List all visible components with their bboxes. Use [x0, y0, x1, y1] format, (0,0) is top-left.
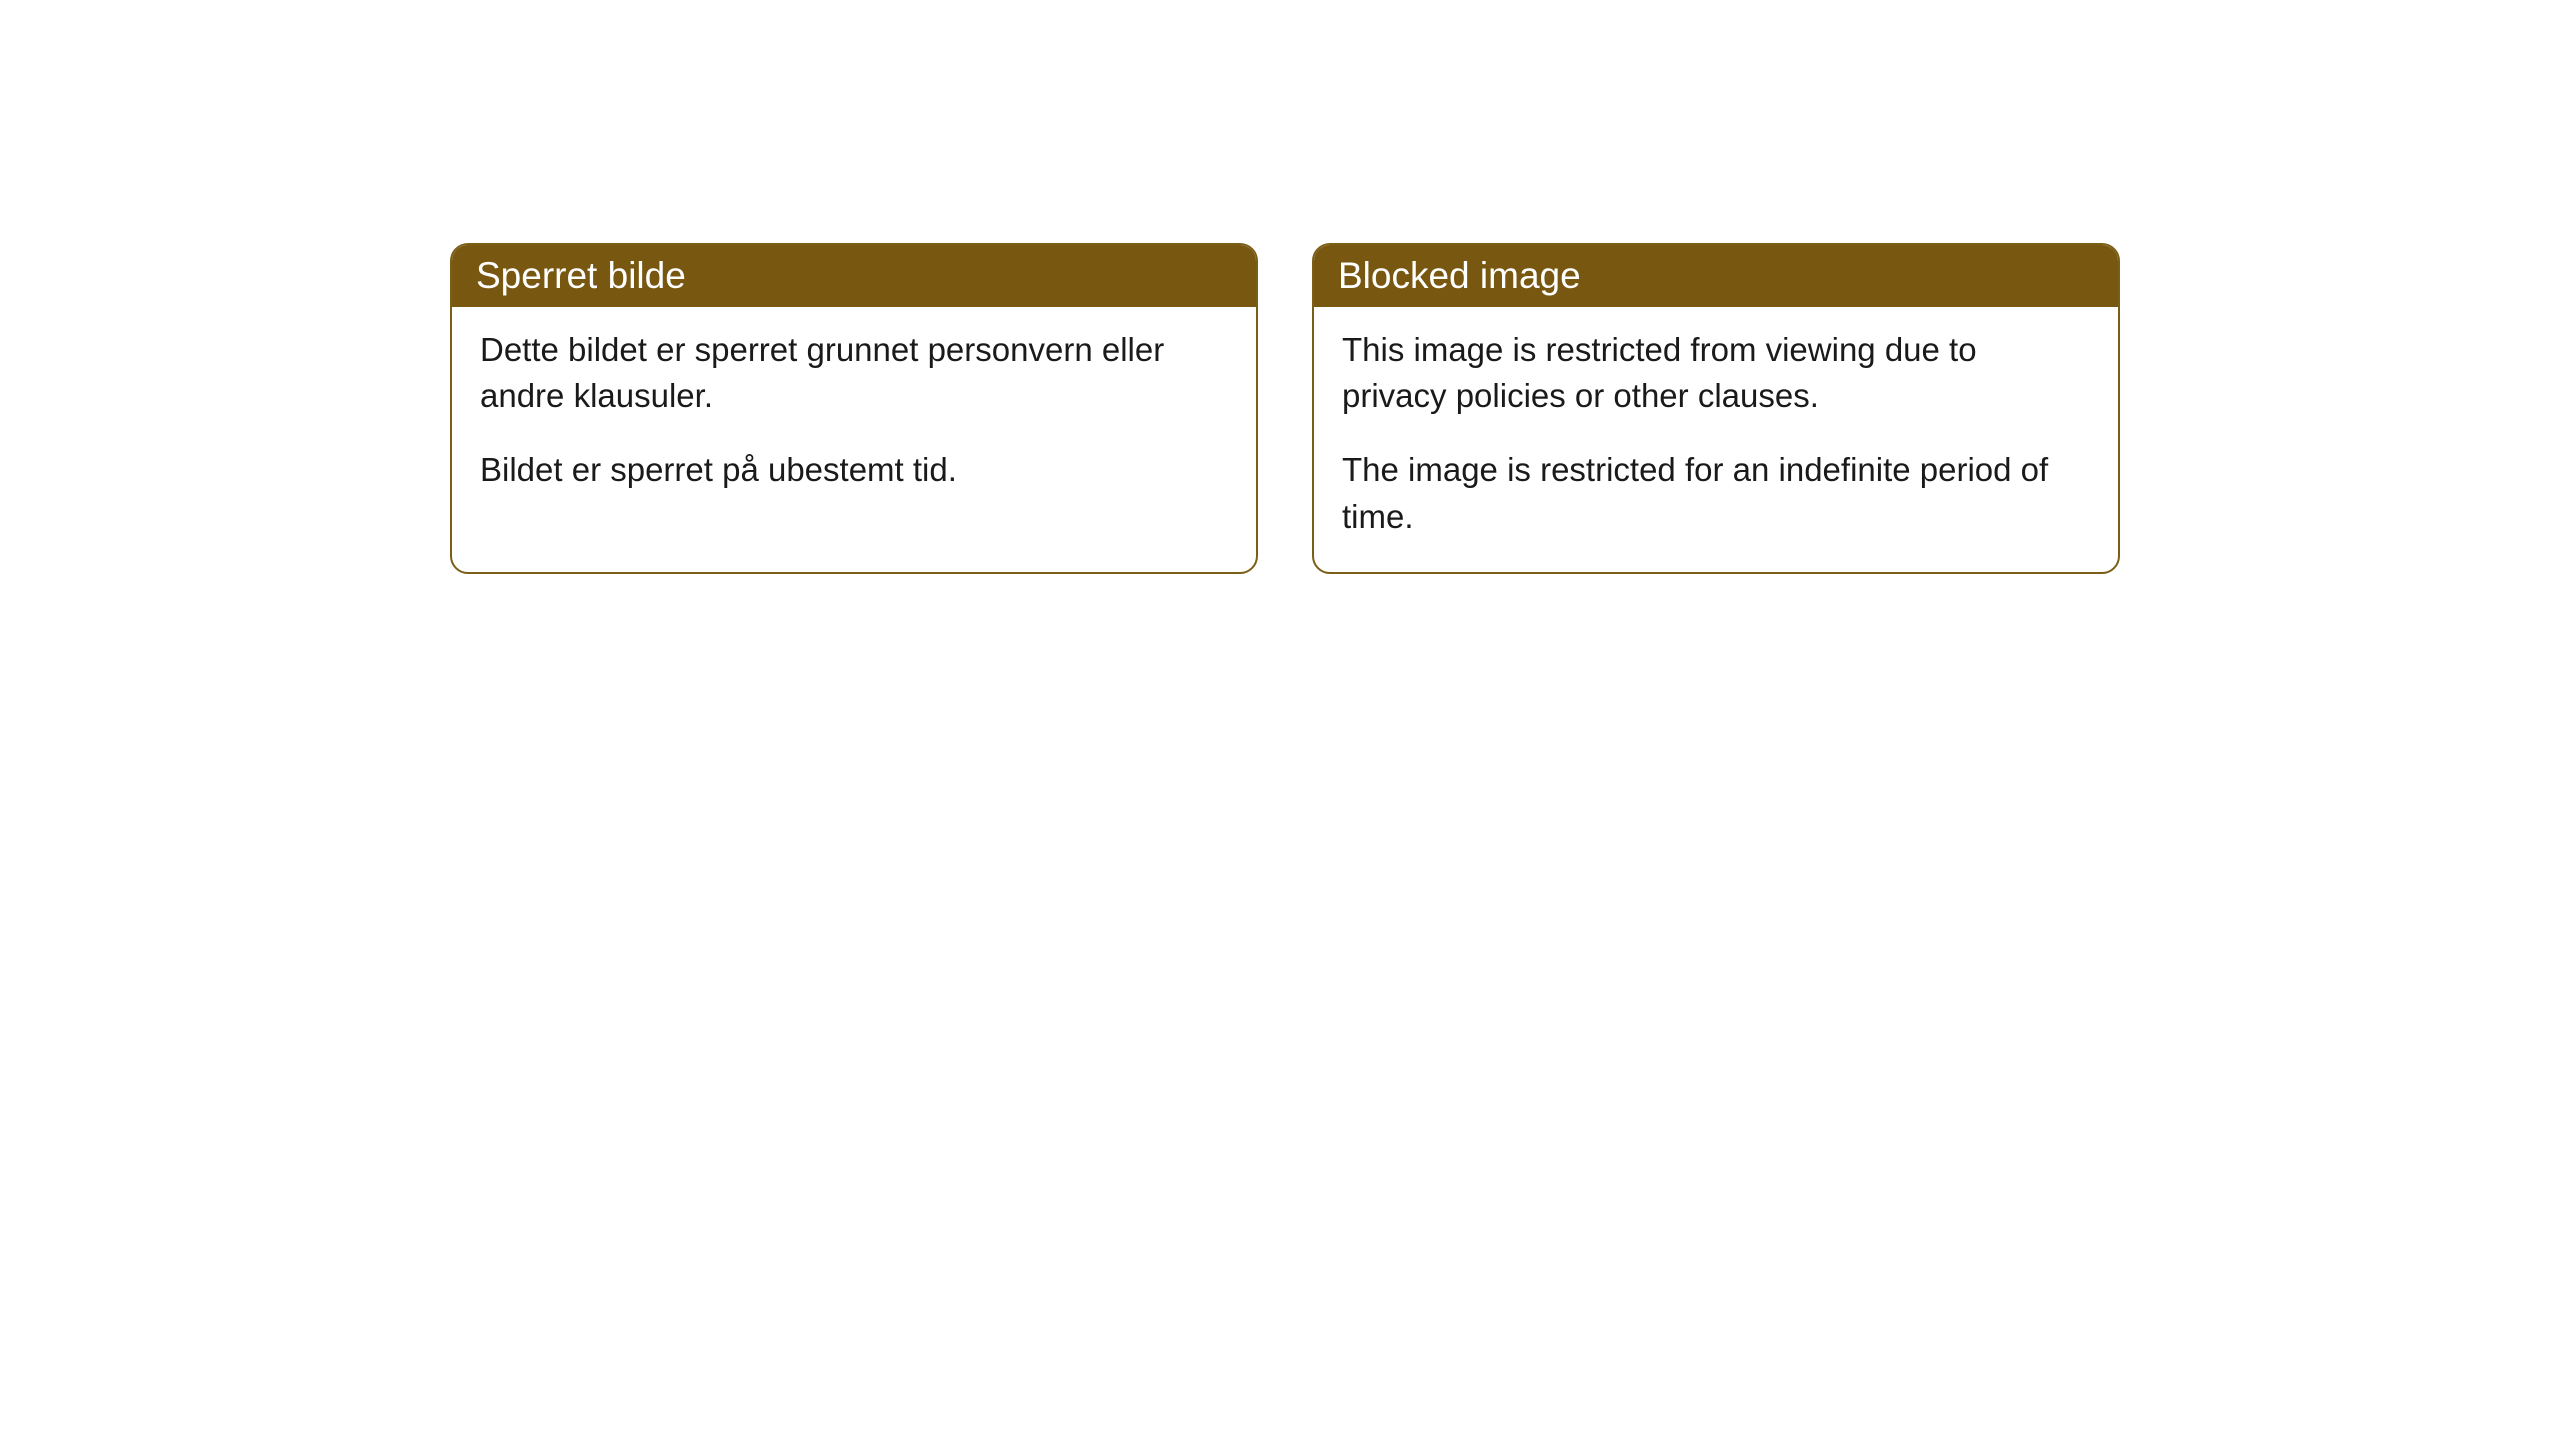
card-body-english: This image is restricted from viewing du… — [1314, 307, 2118, 572]
card-paragraph-2-english: The image is restricted for an indefinit… — [1342, 447, 2090, 539]
card-paragraph-1-norwegian: Dette bildet er sperret grunnet personve… — [480, 327, 1228, 419]
card-header-norwegian: Sperret bilde — [452, 245, 1256, 307]
card-paragraph-2-norwegian: Bildet er sperret på ubestemt tid. — [480, 447, 1228, 493]
card-header-english: Blocked image — [1314, 245, 2118, 307]
cards-container: Sperret bilde Dette bildet er sperret gr… — [450, 243, 2120, 574]
card-body-norwegian: Dette bildet er sperret grunnet personve… — [452, 307, 1256, 526]
blocked-image-card-english: Blocked image This image is restricted f… — [1312, 243, 2120, 574]
card-paragraph-1-english: This image is restricted from viewing du… — [1342, 327, 2090, 419]
blocked-image-card-norwegian: Sperret bilde Dette bildet er sperret gr… — [450, 243, 1258, 574]
